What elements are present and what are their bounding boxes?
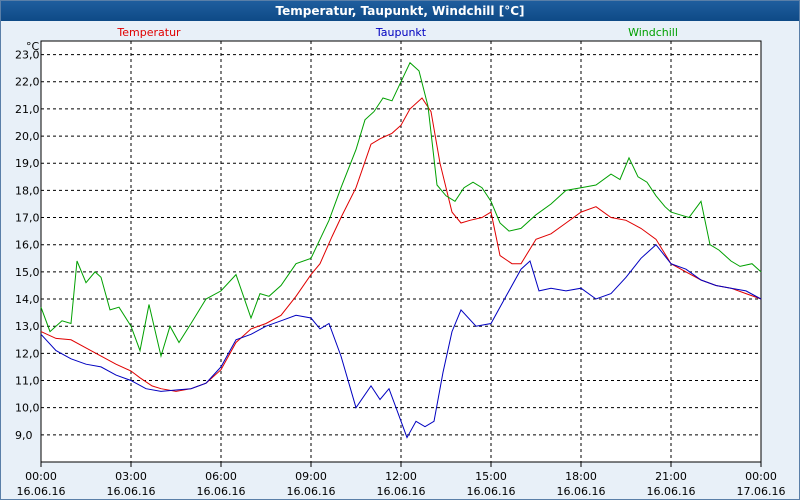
x-tick-time: 18:00 bbox=[565, 470, 597, 483]
x-tick-time: 21:00 bbox=[655, 470, 687, 483]
y-tick-label: 18,0 bbox=[15, 184, 40, 197]
x-tick-date: 16.06.16 bbox=[17, 485, 66, 498]
x-tick-date: 16.06.16 bbox=[287, 485, 336, 498]
y-tick-label: 15,0 bbox=[15, 266, 40, 279]
legend-windchill: Windchill bbox=[628, 26, 678, 39]
grid bbox=[41, 41, 761, 462]
legend-temperatur: Temperatur bbox=[116, 26, 181, 39]
y-tick-label: 17,0 bbox=[15, 212, 40, 225]
x-tick-time: 00:00 bbox=[745, 470, 777, 483]
axes: 9,0 10,0 11,0 12,0 13,0 14,0 15,0 16,0 17,0 18,0 1… bbox=[15, 40, 785, 498]
y-tick-label: 10,0 bbox=[15, 402, 40, 415]
x-tick-date: 16.06.16 bbox=[557, 485, 606, 498]
y-tick-label: 9,0 bbox=[15, 429, 33, 442]
x-tick-time: 06:00 bbox=[205, 470, 237, 483]
legend: Temperatur Taupunkt Windchill bbox=[116, 26, 678, 39]
x-tick-date: 16.06.16 bbox=[467, 485, 516, 498]
y-tick-label: 23,0 bbox=[15, 49, 40, 62]
series-line-windchill bbox=[40, 61, 762, 359]
y-tick-label: 19,0 bbox=[15, 157, 40, 170]
y-tick-label: 12,0 bbox=[15, 347, 40, 360]
x-tick-date: 16.06.16 bbox=[107, 485, 156, 498]
window-title: Temperatur, Taupunkt, Windchill [°C] bbox=[1, 1, 799, 21]
series-line-taupunkt bbox=[40, 243, 762, 439]
x-tick-date: 17.06.16 bbox=[737, 485, 786, 498]
y-tick-label: 21,0 bbox=[15, 103, 40, 116]
x-tick-date: 16.06.16 bbox=[647, 485, 696, 498]
series-line-temperatur bbox=[40, 97, 762, 392]
y-tick-label: 16,0 bbox=[15, 239, 40, 252]
x-tick-date: 16.06.16 bbox=[197, 485, 246, 498]
x-tick-time: 09:00 bbox=[295, 470, 327, 483]
y-axis-unit: °C bbox=[26, 40, 40, 53]
y-tick-label: 22,0 bbox=[15, 76, 40, 89]
x-tick-time: 15:00 bbox=[475, 470, 507, 483]
legend-taupunkt: Taupunkt bbox=[375, 26, 427, 39]
plot-frame bbox=[40, 40, 762, 463]
series-lines bbox=[40, 61, 762, 439]
y-tick-label: 11,0 bbox=[15, 375, 40, 388]
y-tick-label: 13,0 bbox=[15, 320, 40, 333]
x-tick-time: 12:00 bbox=[385, 470, 417, 483]
x-tick-date: 16.06.16 bbox=[377, 485, 426, 498]
x-tick-time: 03:00 bbox=[115, 470, 147, 483]
y-tick-label: 20,0 bbox=[15, 130, 40, 143]
y-tick-label: 14,0 bbox=[15, 293, 40, 306]
x-tick-time: 00:00 bbox=[25, 470, 57, 483]
